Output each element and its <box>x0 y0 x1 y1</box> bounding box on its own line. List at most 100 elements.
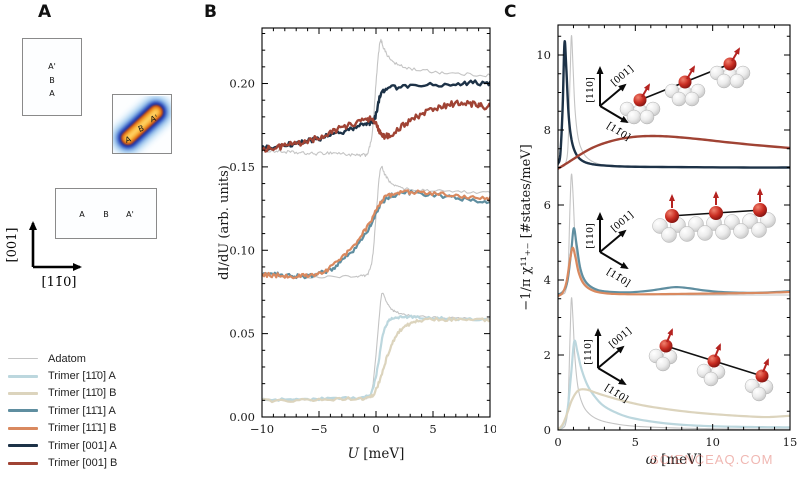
ylabel-B: dI/dU (arb. units) <box>217 165 232 280</box>
series-trimer-001-A <box>558 39 790 169</box>
svg-text:4: 4 <box>544 273 551 287</box>
series-trimer-001-B <box>262 99 490 153</box>
svg-text:0.10: 0.10 <box>229 243 255 257</box>
atom-label: B <box>103 210 109 219</box>
triad-ne-label: [001] <box>609 210 636 235</box>
legend-label: Trimer [11̄0] A <box>48 370 116 383</box>
atom-label: A' <box>149 113 159 124</box>
legend-label: Adatom <box>48 352 86 365</box>
series-trimer-001-B <box>558 134 790 170</box>
watermark: SCIENCEAQ.COM <box>650 452 774 467</box>
triad-up-label: [110] <box>585 77 596 103</box>
stm-image-vertical: A' B A <box>22 38 82 116</box>
direction-axes: [001] [11̄0] <box>5 221 82 290</box>
atom-label: A <box>49 89 55 98</box>
ticks-C <box>557 25 791 431</box>
ylabel-C: −1/π χ¹¹₊₋ [#states/meV] <box>520 144 534 310</box>
legend-item: Trimer [001] A <box>8 437 168 454</box>
triad-110: [110] [001] [11̄0] <box>583 326 634 406</box>
series-trimer-001-A <box>262 79 490 151</box>
atom-label: A <box>79 210 85 219</box>
xlabel-B: U [meV] <box>348 446 405 462</box>
triad-111: [110] [001] [11̄0] <box>585 210 636 290</box>
svg-text:5: 5 <box>429 422 436 436</box>
panel-b-label: B <box>204 2 217 22</box>
series-trimer-110-A <box>262 314 490 402</box>
legend-label: Trimer [11̄1] A <box>48 404 116 417</box>
atom-label: B <box>49 76 55 85</box>
legend-item: Trimer [11̄0] B <box>8 385 168 402</box>
svg-text:15: 15 <box>783 435 798 449</box>
axis-label-001: [001] <box>5 228 20 263</box>
trimer-structure-111 <box>652 188 776 243</box>
legend-swatch <box>8 391 38 395</box>
panel-b-chart: −10 −5 0 5 10 0.00 0.05 0.10 0.15 0.20 U [meV] dI/d… <box>217 27 496 462</box>
svg-text:0.00: 0.00 <box>229 410 255 424</box>
axes-arrows <box>29 221 82 271</box>
series-adatom-upper <box>262 38 490 158</box>
legend-swatch <box>8 444 38 448</box>
legend-swatch <box>8 426 38 430</box>
stm-image-horizontal: A B A' <box>55 188 157 239</box>
legend-swatch <box>8 358 38 360</box>
svg-text:0: 0 <box>372 422 379 436</box>
triad-up-label: [110] <box>585 223 596 249</box>
legend-item: Trimer [001] B <box>8 454 168 471</box>
triad-se-label: [11̄0] <box>603 382 630 405</box>
triad-ne-label: [001] <box>607 326 634 351</box>
trimer-structure-110 <box>648 328 774 402</box>
stm-blob <box>113 95 171 153</box>
axis-label-110: [11̄0] <box>42 275 77 290</box>
triad-se-label: [11̄0] <box>605 266 632 289</box>
legend-item: Trimer [11̄1] B <box>8 420 168 437</box>
legend-swatch <box>8 409 38 413</box>
svg-text:0: 0 <box>554 435 561 449</box>
svg-text:−5: −5 <box>311 422 328 436</box>
axes-box-C <box>557 24 791 431</box>
series-trimer-111-A <box>262 189 490 280</box>
svg-text:5: 5 <box>632 435 639 449</box>
svg-text:8: 8 <box>544 123 551 137</box>
svg-text:6: 6 <box>544 198 551 212</box>
panel-c-label: C <box>504 2 517 22</box>
series-adatom-lower <box>262 292 490 402</box>
triad-ne-label: [001] <box>609 64 636 89</box>
atom-label: A <box>124 134 133 145</box>
stm-image-diagonal: A B A' <box>112 94 172 154</box>
legend-item: Trimer [11̄1] A <box>8 402 168 419</box>
atom-label: A' <box>126 210 134 219</box>
series-trimer-110-A <box>558 339 790 430</box>
legend-label: Trimer [001] B <box>48 457 118 470</box>
atom-label: A' <box>48 62 56 71</box>
svg-text:2: 2 <box>544 348 551 362</box>
atom-label: B <box>137 123 145 133</box>
panel-c-insets: [110] [001] [11̄0] <box>583 47 776 406</box>
svg-text:0.15: 0.15 <box>229 160 255 174</box>
stm-horizontal-svg: A B A' <box>63 195 150 233</box>
series-adatom-middle <box>262 165 490 279</box>
legend: Adatom Trimer [11̄0] A Trimer [11̄0] B Trim… <box>8 350 168 472</box>
legend-label: Trimer [11̄1] B <box>48 422 117 435</box>
svg-text:0.05: 0.05 <box>229 327 255 341</box>
svg-text:0: 0 <box>544 423 551 437</box>
svg-text:10: 10 <box>705 435 720 449</box>
legend-label: Trimer [11̄0] B <box>48 387 117 400</box>
svg-text:10: 10 <box>536 48 551 62</box>
svg-text:0.20: 0.20 <box>229 77 255 91</box>
svg-text:10: 10 <box>483 422 496 436</box>
svg-text:−10: −10 <box>250 422 274 436</box>
series-trimer-111-B <box>558 246 790 298</box>
chart-B: −10 −5 0 5 10 0.00 0.05 0.10 0.15 0.20 U [meV] dI/d… <box>217 27 496 462</box>
tick-labels-C: 0 5 10 15 0 2 4 6 8 10 <box>536 48 797 449</box>
series-trimer-111-B <box>262 189 490 280</box>
legend-swatch <box>8 461 38 465</box>
triad-up-label: [110] <box>583 339 594 365</box>
trimer-structure-001 <box>619 47 751 125</box>
legend-swatch <box>8 374 38 378</box>
legend-label: Trimer [001] A <box>48 439 117 452</box>
legend-item: Adatom <box>8 350 168 367</box>
stm-diagonal-svg: A B A' <box>113 95 171 153</box>
